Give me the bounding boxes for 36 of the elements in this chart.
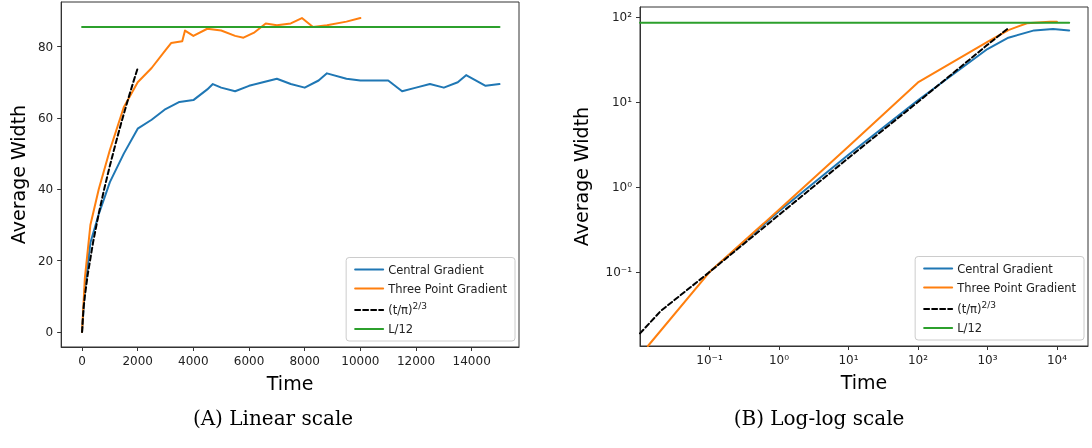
- legend-label: Central Gradient: [388, 262, 485, 277]
- x-tick-label: 10⁻¹: [696, 353, 723, 367]
- legend-label: Central Gradient: [957, 261, 1054, 276]
- x-tick-label: 4000: [178, 354, 209, 368]
- line-series: [81, 67, 139, 334]
- x-tick-label: 12000: [396, 354, 436, 368]
- x-tick-label: 10⁰: [768, 353, 790, 367]
- y-tick-label: 10⁰: [611, 180, 633, 195]
- y-axis-title: Average Width: [6, 104, 29, 245]
- y-axis-title: Average Width: [569, 106, 592, 247]
- legend-label: L/12: [957, 321, 983, 335]
- legend-label: Three Point Gradient: [387, 281, 508, 296]
- x-tick-label: 10⁴: [1046, 353, 1068, 367]
- y-tick-label: 10⁻¹: [605, 265, 633, 280]
- y-tick-label: 10²: [611, 9, 633, 24]
- y-tick-label: 10¹: [611, 95, 633, 109]
- legend-label: L/12: [388, 322, 414, 336]
- text: (B) Log-log scale: [733, 406, 905, 430]
- x-axis-title: Time: [839, 370, 888, 393]
- x-tick-label: 10¹: [838, 353, 859, 367]
- y-tick-label: 40: [37, 182, 54, 197]
- x-tick-label: 10³: [977, 353, 998, 367]
- x-tick-label: 10²: [907, 353, 929, 367]
- y-tick-label: 80: [37, 39, 54, 54]
- x-tick-label: 8000: [289, 354, 320, 368]
- x-tick-label: 14000: [452, 354, 491, 368]
- x-tick-label: 6000: [233, 354, 265, 368]
- x-tick-label: 2000: [122, 354, 153, 368]
- y-tick-label: 60: [37, 110, 54, 125]
- text: (A) Linear scale: [192, 406, 354, 430]
- x-axis-title: Time: [265, 371, 314, 394]
- y-tick-label: 20: [37, 253, 54, 268]
- y-tick-label: 0: [45, 325, 54, 340]
- x-tick-label: 0: [78, 354, 86, 368]
- legend-label: Three Point Gradient: [956, 280, 1077, 295]
- x-tick-label: 10000: [341, 354, 380, 368]
